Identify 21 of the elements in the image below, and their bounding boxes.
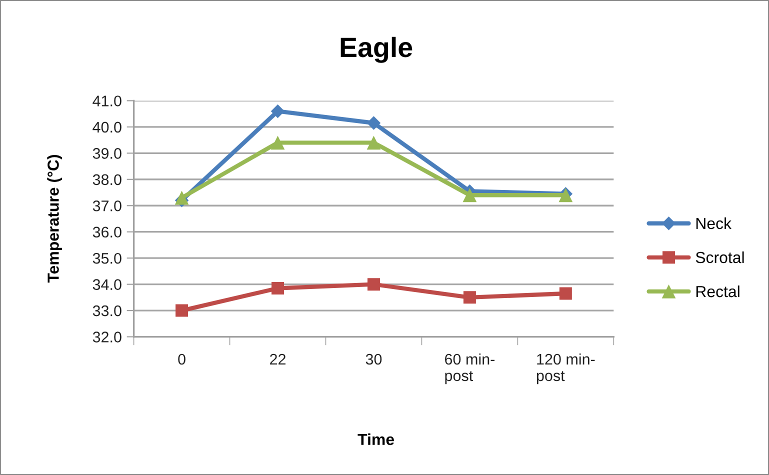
legend-label: Rectal xyxy=(696,285,740,298)
y-tick-label: 37.0 xyxy=(92,200,122,212)
y-tick-label: 36.0 xyxy=(92,226,122,238)
x-tick-label: 22 xyxy=(270,354,286,365)
y-tick-label: 33.0 xyxy=(92,305,122,316)
y-tick-label: 35.0 xyxy=(92,252,122,264)
x-axis-title: Time xyxy=(358,433,394,446)
y-tick-label: 40.0 xyxy=(92,122,122,133)
y-tick-label: 32.0 xyxy=(92,332,122,342)
y-axis-title: Temperature (°C) xyxy=(47,155,62,283)
y-tick-label: 41.0 xyxy=(92,96,122,106)
y-tick-label: 38.0 xyxy=(92,174,122,186)
legend-label: Scrotal xyxy=(696,251,744,264)
x-tick-label: 60 min-post xyxy=(445,353,494,384)
x-tick-label: 30 xyxy=(366,354,382,365)
y-tick-label: 39.0 xyxy=(92,148,122,159)
chart-title: Eagle xyxy=(340,36,412,63)
x-tick-label: 0 xyxy=(178,354,186,365)
legend-label: Neck xyxy=(696,217,732,230)
y-tick-label: 34.0 xyxy=(92,279,122,290)
x-tick-label: 120 min-post xyxy=(536,353,595,384)
